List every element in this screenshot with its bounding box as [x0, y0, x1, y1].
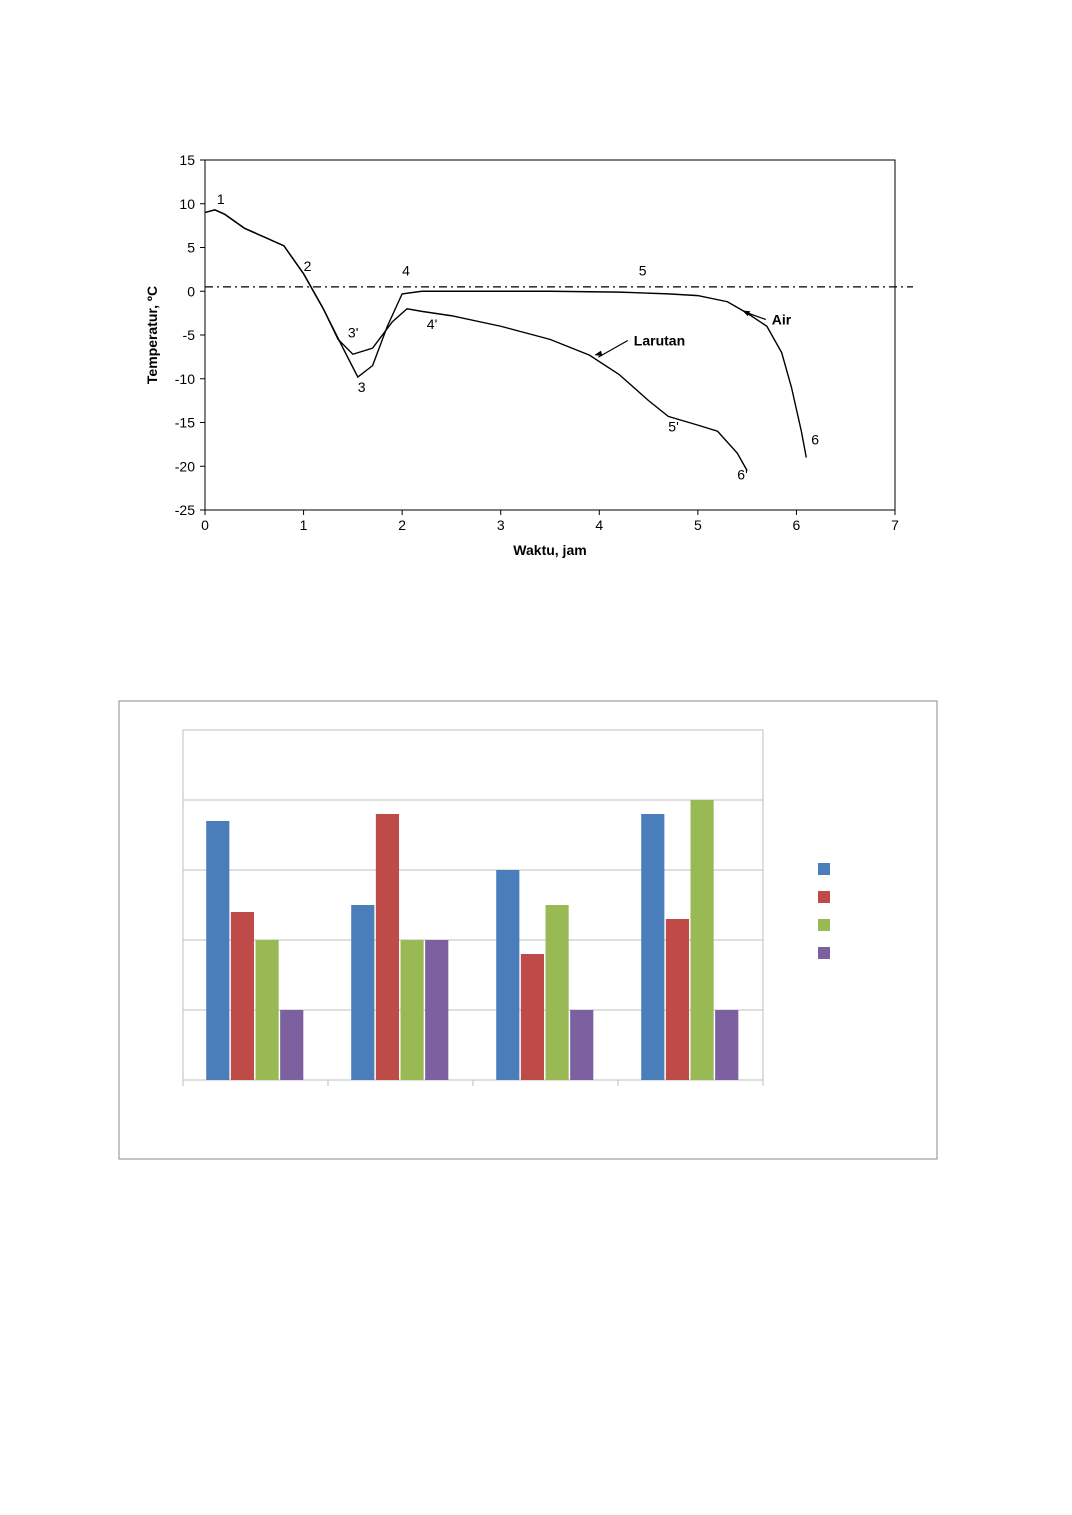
point-label: 3': [348, 325, 358, 341]
y-tick-label: 10: [179, 196, 195, 212]
x-tick-label: 5: [694, 517, 702, 533]
legend-marker: [818, 891, 830, 903]
bar-chart-grouped: [118, 700, 938, 1160]
y-tick-label: -25: [175, 502, 195, 518]
bar: [376, 814, 399, 1080]
x-tick-label: 4: [595, 517, 603, 533]
bar: [280, 1010, 303, 1080]
bar: [715, 1010, 738, 1080]
x-tick-label: 0: [201, 517, 209, 533]
legend-marker: [818, 863, 830, 875]
point-label: 6': [737, 466, 747, 482]
x-axis-label: Waktu, jam: [513, 542, 586, 558]
point-label: 6: [811, 431, 819, 447]
legend-marker: [818, 919, 830, 931]
bar: [206, 821, 229, 1080]
bar: [691, 800, 714, 1080]
y-tick-label: 0: [187, 283, 195, 299]
bar: [231, 912, 254, 1080]
y-tick-label: -10: [175, 371, 195, 387]
annotation-text: Larutan: [634, 333, 685, 349]
bar: [256, 940, 279, 1080]
point-label: 1: [217, 191, 225, 207]
bar: [570, 1010, 593, 1080]
point-label: 2: [304, 258, 312, 274]
y-tick-label: -5: [183, 327, 196, 343]
bar-chart-svg: [118, 700, 938, 1160]
annotation-text: Air: [772, 312, 792, 328]
y-tick-label: 5: [187, 240, 195, 256]
bar: [641, 814, 664, 1080]
x-tick-label: 2: [398, 517, 406, 533]
point-label: 3: [358, 379, 366, 395]
point-label: 4: [402, 263, 410, 279]
legend-marker: [818, 947, 830, 959]
bar: [425, 940, 448, 1080]
y-axis-label: Temperatur, ºC: [144, 286, 160, 384]
bar: [546, 905, 569, 1080]
line-chart-svg: -25 -20 -15 -10 -5 0 5 10 15 0 1 2 3 4 5 6 7 1 2 3' 3 4 4' 5 5' 6…: [130, 145, 920, 565]
bar: [401, 940, 424, 1080]
x-tick-label: 7: [891, 517, 899, 533]
y-tick-label: -15: [175, 415, 195, 431]
bar: [351, 905, 374, 1080]
bar: [666, 919, 689, 1080]
x-tick-label: 3: [497, 517, 505, 533]
bar: [521, 954, 544, 1080]
x-tick-label: 6: [793, 517, 801, 533]
plot-border: [205, 160, 895, 510]
point-label: 4': [427, 316, 437, 332]
line-chart-temperature-time: -25 -20 -15 -10 -5 0 5 10 15 0 1 2 3 4 5 6 7 1 2 3' 3 4 4' 5 5' 6…: [130, 145, 920, 565]
y-tick-label: 15: [179, 152, 195, 168]
bar: [496, 870, 519, 1080]
point-label: 5': [668, 418, 678, 434]
point-label: 5: [639, 263, 647, 279]
x-tick-label: 1: [300, 517, 308, 533]
y-tick-label: -20: [175, 458, 195, 474]
